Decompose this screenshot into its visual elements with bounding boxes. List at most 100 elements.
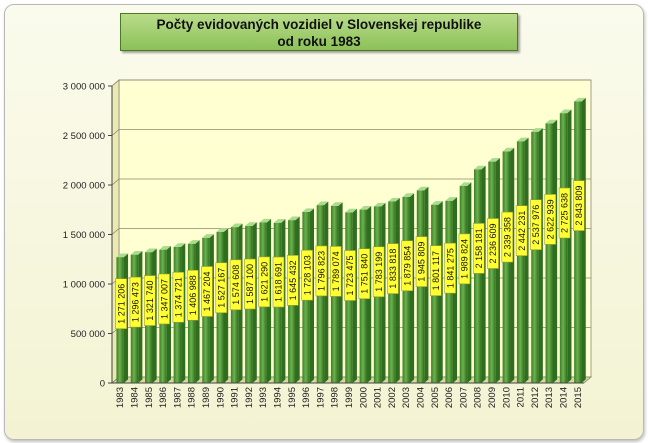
bar-top xyxy=(316,201,329,206)
data-label-box xyxy=(487,218,499,269)
data-label-box xyxy=(387,243,399,294)
bar-top xyxy=(230,223,243,228)
data-label-box xyxy=(244,258,256,310)
bar-side xyxy=(481,165,486,383)
bar-top xyxy=(187,240,200,244)
bar-top xyxy=(245,222,257,226)
data-label-text: 1 796 823 xyxy=(317,251,327,291)
gridline xyxy=(111,129,591,136)
y-tick-label: 1 500 000 xyxy=(63,230,105,241)
bar-top xyxy=(259,218,272,223)
data-label: 1 728 103 xyxy=(301,249,313,301)
x-tick-label: 1994 xyxy=(272,387,283,408)
data-label-text: 1 587 100 xyxy=(245,264,255,304)
bar-front xyxy=(459,186,468,383)
data-label-text: 1 296 473 xyxy=(131,282,141,322)
bar-top xyxy=(216,228,229,232)
x-tick-label: 1986 xyxy=(158,387,169,408)
x-tick-label: 1999 xyxy=(344,387,355,408)
bar-top xyxy=(445,197,458,201)
x-tick-label: 1987 xyxy=(172,387,183,408)
bar-top xyxy=(116,253,129,258)
data-label-text: 2 843 809 xyxy=(574,186,584,226)
bar-side xyxy=(510,147,515,383)
data-label: 1 347 007 xyxy=(158,273,170,325)
bar-top xyxy=(359,205,372,210)
bar-top xyxy=(416,186,429,191)
data-label-box xyxy=(258,256,270,308)
x-tick-label: 2012 xyxy=(530,387,541,408)
bar-front xyxy=(574,101,582,384)
bar-top xyxy=(488,157,500,162)
x-tick-label: 2007 xyxy=(458,387,469,408)
bar-top xyxy=(202,234,214,238)
data-label-box xyxy=(501,211,514,263)
data-label: 2 537 976 xyxy=(530,199,542,251)
bar-side xyxy=(524,137,529,383)
x-tick-label: 1990 xyxy=(215,387,226,408)
data-label-text: 1 801 117 xyxy=(431,251,441,290)
data-label-text: 2 537 976 xyxy=(531,205,541,245)
y-tick-label: 2 000 000 xyxy=(63,181,105,192)
data-label-text: 2 622 939 xyxy=(545,199,555,239)
bar xyxy=(488,157,500,383)
data-label-box xyxy=(172,271,185,323)
data-label-text: 1 271 206 xyxy=(116,284,126,324)
y-tick-label: 1 000 000 xyxy=(63,280,105,291)
data-label-text: 2 339 358 xyxy=(503,217,513,257)
bar-top xyxy=(373,202,386,207)
data-label: 1 296 473 xyxy=(129,276,142,328)
data-label-box xyxy=(444,242,456,294)
bar-top xyxy=(130,251,143,255)
y-axis: 0 500 000 1 000 000 1 500 000 2 000 000 2 500… xyxy=(63,82,113,390)
data-label: 1 833 818 xyxy=(387,243,399,294)
data-label-box xyxy=(515,205,528,256)
bar-top xyxy=(288,216,300,221)
data-label: 1 587 100 xyxy=(244,258,256,310)
data-label-box xyxy=(573,180,585,231)
bar-top xyxy=(516,137,529,142)
x-tick-label: 2010 xyxy=(501,387,512,408)
bar-top xyxy=(545,119,558,124)
data-label-box xyxy=(458,233,471,285)
bar-top xyxy=(459,182,472,187)
data-label-box xyxy=(415,236,428,287)
bar-front xyxy=(531,131,539,383)
data-label-box xyxy=(344,250,356,301)
data-label-box xyxy=(158,273,170,325)
x-tick-label: 2000 xyxy=(358,387,369,408)
x-tick-label: 1991 xyxy=(230,387,241,408)
bar xyxy=(574,97,586,384)
x-tick-label: 1983 xyxy=(115,387,126,408)
data-label-text: 1 723 475 xyxy=(345,255,355,295)
bar-front xyxy=(502,151,511,383)
data-label: 1 645 432 xyxy=(286,255,299,306)
data-label-box xyxy=(229,259,242,311)
data-label-box xyxy=(315,245,328,297)
x-tick-label: 1993 xyxy=(258,387,269,408)
x-tick-label: 2006 xyxy=(444,387,455,408)
x-axis: 1983 1984 1985 1986 1987 1988 1989 1990 1991 1992… xyxy=(112,382,584,408)
x-tick-label: 1995 xyxy=(287,387,298,408)
x-tick-label: 1998 xyxy=(330,387,341,408)
bar-top xyxy=(431,201,443,205)
data-label: 1 989 824 xyxy=(458,233,471,285)
data-label-box xyxy=(401,240,414,292)
x-tick-label: 2013 xyxy=(544,387,555,408)
bar-top xyxy=(531,128,543,132)
data-label-text: 1 574 608 xyxy=(231,265,241,305)
data-label: 1 796 823 xyxy=(315,245,328,297)
data-label-box xyxy=(329,246,342,297)
data-label-text: 1 751 840 xyxy=(360,254,370,294)
bar-top xyxy=(145,248,157,253)
x-tick-label: 1997 xyxy=(315,387,326,408)
data-labels: 1 271 206 1 296 473 1 321 740 1 347 007 1 37… xyxy=(115,180,585,330)
data-label-text: 1 728 103 xyxy=(302,255,312,295)
data-label: 1 321 740 xyxy=(143,275,156,326)
data-label: 1 527 167 xyxy=(215,262,228,314)
bar-top xyxy=(388,197,400,202)
data-label-text: 1 527 167 xyxy=(216,268,226,308)
data-label: 2 158 181 xyxy=(472,223,485,274)
data-label: 2 725 638 xyxy=(558,187,571,239)
